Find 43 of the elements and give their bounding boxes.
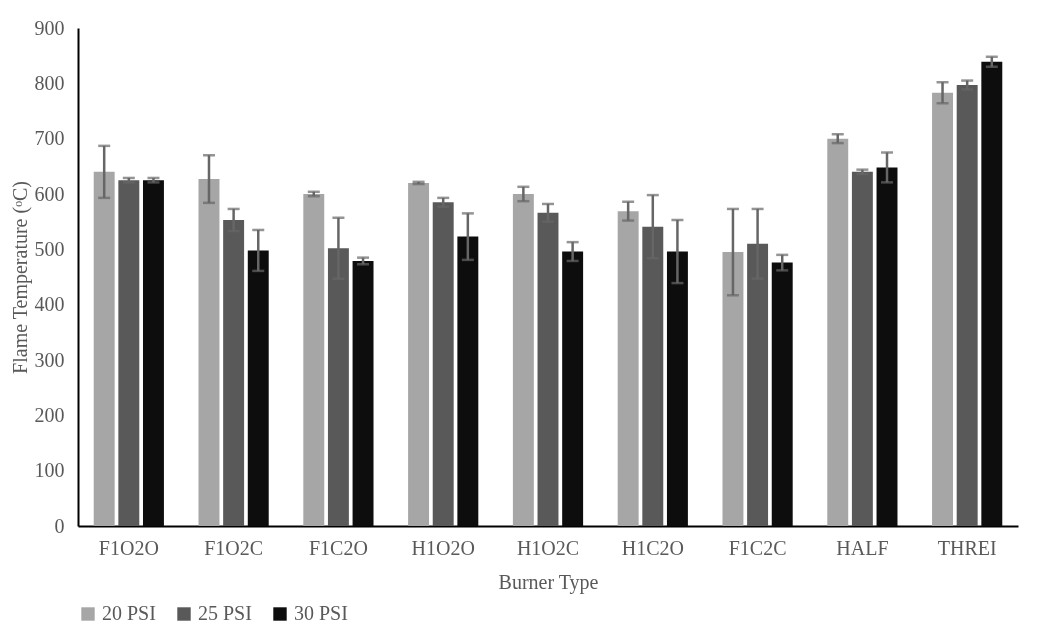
bar [223,220,245,526]
legend-label: 25 PSI [198,602,252,624]
x-tick-label: H1O2C [516,536,580,559]
bar [722,252,744,526]
y-tick-label: 500 [34,237,65,260]
x-tick-label: F1C2C [728,536,787,559]
bar [93,171,115,526]
y-tick-label: 900 [34,16,65,39]
bar [981,61,1003,526]
x-tick-label: F1O2O [98,536,159,559]
bar [198,179,220,526]
x-tick-label: HALF [836,536,889,559]
x-tick-label: F1O2C [204,536,264,559]
y-tick-label: 700 [34,127,65,150]
bar [747,243,769,526]
y-tick-label: 800 [34,71,65,94]
x-tick-label: F1C2O [308,536,368,559]
y-tick-label: 0 [54,514,65,537]
y-tick-label: 100 [34,459,65,482]
y-axis-title: Flame Temperature (ᵒC) [8,181,32,374]
y-tick-label: 400 [34,293,65,316]
bar [876,167,898,526]
bar [562,251,584,526]
bar [327,248,349,526]
bar [666,251,688,526]
y-tick-label: 200 [34,403,65,426]
bar [457,236,479,526]
legend-label: 20 PSI [102,602,156,624]
bar [408,182,430,526]
y-tick-label: 600 [34,182,65,205]
y-tick-label: 300 [34,348,65,371]
bar [512,194,534,526]
x-axis-title: Burner Type [498,570,599,594]
bar [932,92,954,526]
bar [771,262,793,526]
bar [642,226,664,526]
bar [617,211,639,526]
bar [537,212,559,526]
x-tick-label: THREI [937,536,997,559]
legend-label: 30 PSI [294,602,348,624]
bar [247,250,269,526]
x-tick-label: H1O2O [411,536,475,559]
x-tick-label: H1C2O [621,536,684,559]
